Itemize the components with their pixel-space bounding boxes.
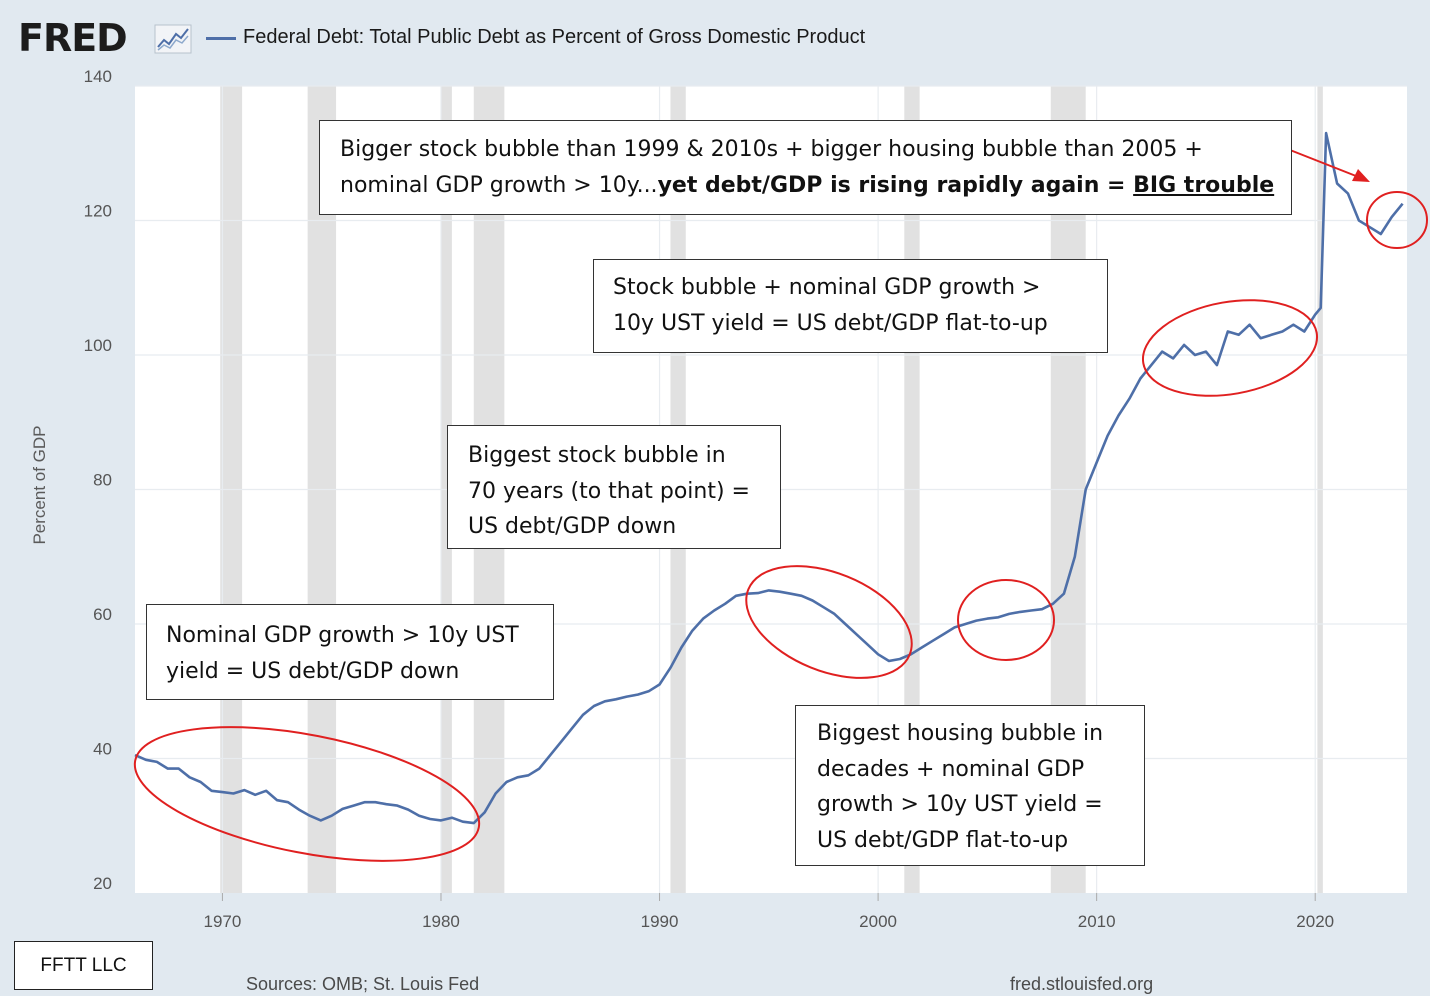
- x-tick-label: 2010: [1078, 912, 1116, 931]
- y-tick-label: 120: [84, 202, 112, 221]
- annotation-line: growth > 10y UST yield =: [817, 792, 1103, 817]
- x-tick-label: 2020: [1296, 912, 1334, 931]
- highlight-ellipse-2010s: [1141, 299, 1319, 397]
- annotation-line: 10y UST yield = US debt/GDP flat-to-up: [613, 310, 1048, 336]
- highlight-ellipse-2023: [1366, 191, 1428, 249]
- annotation-line: Biggest stock bubble in: [468, 443, 726, 468]
- y-tick-label: 80: [93, 471, 112, 490]
- legend-swatch: [206, 37, 236, 40]
- annotation-line: decades + nominal GDP: [817, 756, 1085, 782]
- highlight-ellipse-1970s: [133, 726, 481, 862]
- annotation-line: nominal GDP growth > 10y...yet debt/GDP …: [340, 168, 1291, 204]
- chart-trend-icon: [154, 24, 192, 54]
- annotation-underlined-text: BIG trouble: [1133, 172, 1275, 198]
- x-tick-label: 1990: [641, 912, 679, 931]
- annotation-line: Biggest housing bubble in: [817, 721, 1104, 746]
- trend-arrow: [1289, 149, 1370, 182]
- y-tick-label: 20: [93, 874, 112, 893]
- annotation-bold-text: yet debt/GDP is rising rapidly again =: [657, 172, 1134, 198]
- fftt-watermark: FFTT LLC: [14, 941, 153, 990]
- y-tick-label: 60: [93, 605, 112, 624]
- annotation-big-trouble: Bigger stock bubble than 1999 & 2010s + …: [319, 120, 1292, 215]
- annotation-line: Bigger stock bubble than 1999 & 2010s + …: [340, 137, 1203, 162]
- fred-url-link[interactable]: fred.stlouisfed.org: [1010, 974, 1154, 994]
- annotation-line: US debt/GDP flat-to-up: [817, 827, 1069, 853]
- annotation-line: US debt/GDP down: [468, 514, 677, 539]
- annotation-line: Stock bubble + nominal GDP growth >: [613, 275, 1041, 300]
- x-tick-label: 1980: [422, 912, 460, 931]
- annotation-line: 70 years (to that point) =: [468, 478, 750, 504]
- y-axis-label: Percent of GDP: [30, 425, 49, 545]
- x-tick-label: 1970: [204, 912, 242, 931]
- highlight-ellipse-1990s: [745, 565, 913, 679]
- sources-text: Sources: OMB; St. Louis Fed: [246, 974, 480, 994]
- chart-title: Federal Debt: Total Public Debt as Perce…: [243, 26, 866, 48]
- annotation-line: Nominal GDP growth > 10y UST: [166, 623, 519, 648]
- annotation-nominal-gdp: Nominal GDP growth > 10y UST yield = US …: [146, 604, 554, 700]
- highlight-ellipse-2005: [957, 579, 1055, 661]
- fred-logo: FRED: [18, 16, 128, 60]
- y-tick-label: 140: [84, 67, 112, 86]
- y-tick-label: 100: [84, 336, 112, 355]
- x-tick-label: 2000: [859, 912, 897, 931]
- annotation-stock-bubble-2010s: Stock bubble + nominal GDP growth > 10y …: [593, 259, 1108, 353]
- annotation-plain-text: nominal GDP growth > 10y...: [340, 172, 658, 198]
- y-tick-label: 40: [93, 740, 112, 759]
- annotation-stock-bubble-70y: Biggest stock bubble in 70 years (to tha…: [447, 425, 781, 549]
- annotation-line: yield = US debt/GDP down: [166, 658, 460, 684]
- series-line: [134, 131, 1404, 825]
- annotation-housing-bubble: Biggest housing bubble in decades + nomi…: [795, 705, 1145, 866]
